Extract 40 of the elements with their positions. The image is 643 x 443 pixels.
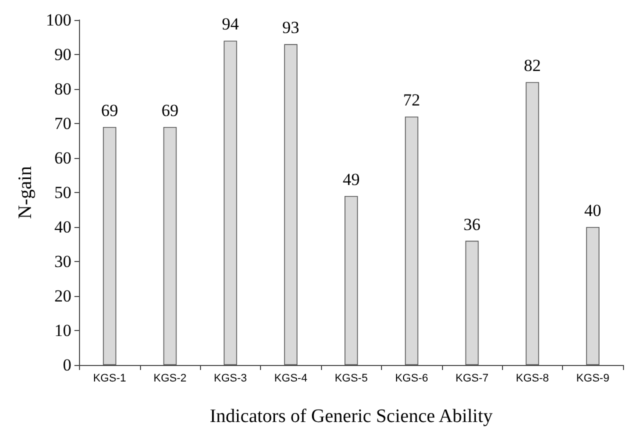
x-tick-label: KGS-7 xyxy=(455,372,489,384)
bar xyxy=(344,196,358,365)
y-tick-label: 70 xyxy=(54,114,72,133)
data-label: 94 xyxy=(222,14,240,34)
data-label: 82 xyxy=(524,56,541,76)
data-label: 69 xyxy=(162,100,178,120)
data-label: 93 xyxy=(282,18,300,38)
y-tick-label: 60 xyxy=(54,148,72,168)
data-label: 69 xyxy=(101,100,118,120)
bar xyxy=(465,240,479,365)
y-tick-label: 50 xyxy=(54,183,72,202)
y-axis-title: N-gain xyxy=(15,166,36,219)
y-tick-label: 90 xyxy=(54,45,72,64)
x-tick-label: KGS-6 xyxy=(395,372,428,384)
data-label: 49 xyxy=(342,170,360,189)
x-tick-label: KGS-8 xyxy=(516,372,549,384)
bar xyxy=(102,126,116,365)
y-tick-label: 40 xyxy=(54,218,72,236)
x-tick-label: KGS-1 xyxy=(93,372,126,384)
data-label: 72 xyxy=(403,90,420,110)
data-label: 36 xyxy=(464,214,480,234)
y-tick-label: 30 xyxy=(54,252,72,271)
x-tick-label: KGS-4 xyxy=(274,372,308,384)
bar xyxy=(586,227,600,365)
bar xyxy=(526,82,540,365)
bar xyxy=(284,44,298,365)
x-tick-label: KGS-5 xyxy=(334,372,368,384)
y-tick-label: 20 xyxy=(54,286,72,306)
x-axis-title: Indicators of Generic Science Ability xyxy=(210,406,494,427)
x-tick-label: KGS-3 xyxy=(214,372,247,384)
y-tick-label: 80 xyxy=(54,80,72,98)
y-tick-label: 0 xyxy=(62,356,72,374)
x-tick-label: KGS-2 xyxy=(153,372,187,384)
x-tick-label: KGS-9 xyxy=(576,372,610,384)
bar xyxy=(404,116,418,365)
y-tick-label: 10 xyxy=(54,321,72,340)
y-tick-label: 100 xyxy=(46,10,72,30)
data-label: 40 xyxy=(584,201,602,220)
bar xyxy=(224,40,238,365)
bar xyxy=(163,126,177,365)
